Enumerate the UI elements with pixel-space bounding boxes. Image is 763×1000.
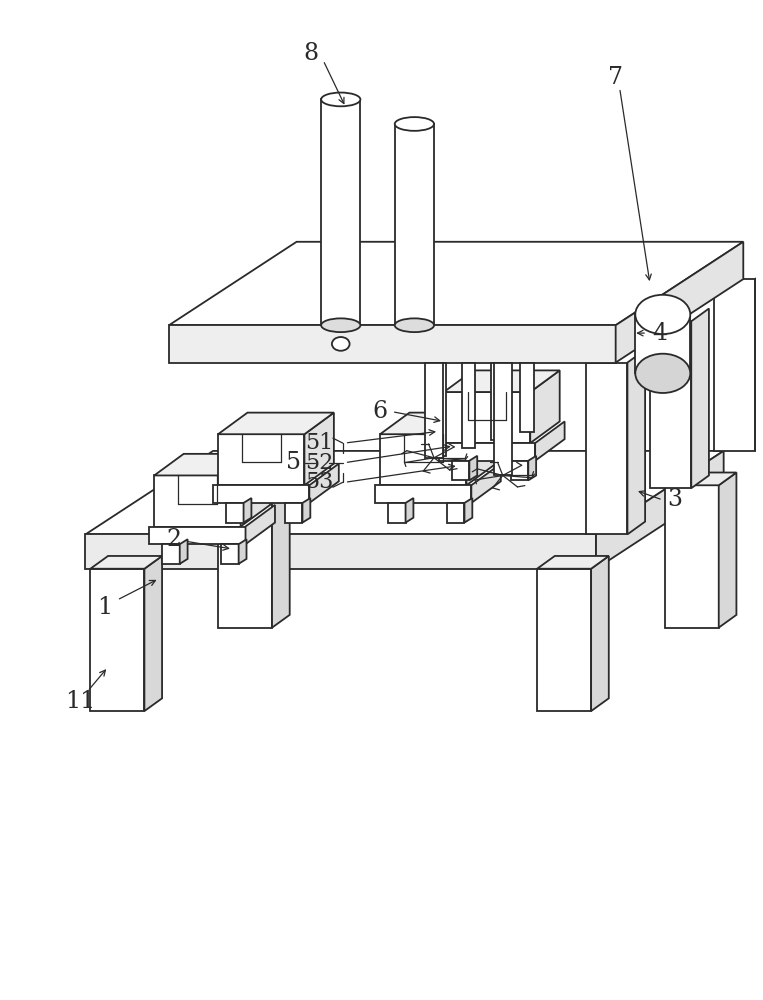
Polygon shape — [714, 279, 755, 451]
Polygon shape — [144, 556, 162, 711]
Polygon shape — [226, 503, 243, 523]
Polygon shape — [240, 454, 270, 527]
Polygon shape — [665, 485, 719, 628]
Polygon shape — [528, 456, 536, 480]
Polygon shape — [85, 534, 596, 569]
Polygon shape — [213, 485, 309, 503]
Polygon shape — [432, 363, 446, 456]
Polygon shape — [302, 498, 311, 523]
Polygon shape — [239, 539, 246, 564]
Text: 51: 51 — [305, 432, 333, 454]
Ellipse shape — [394, 117, 434, 131]
Polygon shape — [218, 485, 272, 628]
Text: 3: 3 — [667, 488, 682, 512]
Ellipse shape — [321, 93, 360, 106]
Polygon shape — [285, 503, 302, 523]
Text: 8: 8 — [304, 42, 319, 65]
Polygon shape — [90, 556, 162, 569]
Ellipse shape — [332, 337, 349, 351]
Polygon shape — [380, 434, 466, 485]
Polygon shape — [444, 392, 530, 443]
Polygon shape — [169, 242, 743, 325]
Polygon shape — [150, 527, 246, 544]
Polygon shape — [218, 434, 304, 485]
Polygon shape — [520, 363, 534, 432]
Polygon shape — [154, 475, 240, 527]
Polygon shape — [394, 124, 434, 325]
Polygon shape — [246, 505, 275, 544]
Polygon shape — [425, 363, 443, 458]
Polygon shape — [469, 456, 477, 480]
Polygon shape — [243, 498, 252, 523]
Ellipse shape — [636, 354, 691, 393]
Text: 2: 2 — [166, 528, 182, 551]
Text: 11: 11 — [66, 690, 95, 713]
Polygon shape — [636, 314, 691, 373]
Polygon shape — [169, 325, 616, 363]
Ellipse shape — [636, 295, 691, 334]
Polygon shape — [462, 363, 475, 448]
Polygon shape — [586, 363, 627, 534]
Polygon shape — [472, 464, 501, 503]
Polygon shape — [719, 473, 736, 628]
Polygon shape — [439, 443, 535, 461]
Polygon shape — [388, 503, 406, 523]
Polygon shape — [380, 413, 496, 434]
Polygon shape — [85, 451, 723, 534]
Polygon shape — [535, 421, 565, 461]
Polygon shape — [627, 350, 645, 534]
Polygon shape — [755, 266, 763, 451]
Polygon shape — [491, 363, 504, 440]
Polygon shape — [309, 464, 339, 503]
Polygon shape — [691, 309, 709, 488]
Text: 7: 7 — [608, 66, 623, 89]
Polygon shape — [444, 370, 560, 392]
Text: 52: 52 — [305, 452, 333, 474]
Polygon shape — [665, 473, 736, 485]
Polygon shape — [406, 498, 414, 523]
Polygon shape — [304, 413, 334, 485]
Ellipse shape — [321, 318, 360, 332]
Polygon shape — [510, 461, 528, 480]
Text: 4: 4 — [652, 322, 668, 345]
Polygon shape — [466, 413, 496, 485]
Polygon shape — [218, 473, 290, 485]
Text: 1: 1 — [98, 596, 113, 619]
Polygon shape — [650, 321, 691, 488]
Polygon shape — [321, 99, 360, 325]
Ellipse shape — [394, 318, 434, 332]
Polygon shape — [218, 413, 334, 434]
Text: 5: 5 — [286, 451, 301, 474]
Polygon shape — [221, 544, 239, 564]
Text: 6: 6 — [372, 400, 388, 423]
Polygon shape — [537, 556, 609, 569]
Polygon shape — [447, 503, 465, 523]
Polygon shape — [465, 498, 472, 523]
Polygon shape — [537, 569, 591, 711]
Polygon shape — [530, 370, 560, 443]
Polygon shape — [591, 556, 609, 711]
Polygon shape — [375, 485, 472, 503]
Polygon shape — [154, 454, 270, 475]
Polygon shape — [596, 451, 723, 569]
Polygon shape — [162, 544, 180, 564]
Polygon shape — [494, 363, 511, 475]
Polygon shape — [452, 461, 469, 480]
Polygon shape — [90, 569, 144, 711]
Text: 53: 53 — [305, 471, 333, 493]
Polygon shape — [180, 539, 188, 564]
Polygon shape — [616, 242, 743, 363]
Polygon shape — [272, 473, 290, 628]
